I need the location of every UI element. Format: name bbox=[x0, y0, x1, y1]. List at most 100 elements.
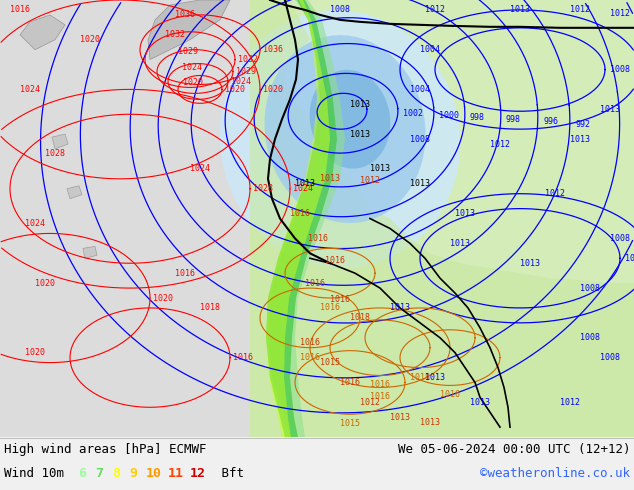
Text: 1020: 1020 bbox=[25, 348, 45, 357]
Text: 1013: 1013 bbox=[350, 129, 370, 139]
Text: 1016: 1016 bbox=[300, 338, 320, 347]
Text: 1018: 1018 bbox=[410, 372, 430, 382]
Text: 1008: 1008 bbox=[610, 65, 630, 74]
Text: 1012: 1012 bbox=[545, 189, 565, 198]
Text: 1028: 1028 bbox=[45, 149, 65, 158]
Text: 1020: 1020 bbox=[153, 294, 173, 302]
Text: 9: 9 bbox=[129, 466, 137, 480]
Text: 1020: 1020 bbox=[225, 85, 245, 94]
Text: 1029: 1029 bbox=[178, 47, 198, 56]
Text: We 05-06-2024 00:00 UTC (12+12): We 05-06-2024 00:00 UTC (12+12) bbox=[398, 443, 630, 456]
Text: 1020: 1020 bbox=[80, 35, 100, 44]
Text: 1028: 1028 bbox=[253, 184, 273, 193]
Text: 12: 12 bbox=[190, 466, 206, 480]
Text: 1024: 1024 bbox=[25, 219, 45, 228]
Text: 1008: 1008 bbox=[600, 353, 620, 362]
Text: 1004: 1004 bbox=[420, 45, 440, 54]
Text: 1008: 1008 bbox=[330, 5, 350, 14]
Polygon shape bbox=[148, 0, 230, 60]
Text: 1008: 1008 bbox=[625, 254, 634, 263]
Text: 1004: 1004 bbox=[410, 85, 430, 94]
Text: 1013: 1013 bbox=[320, 174, 340, 183]
Polygon shape bbox=[20, 15, 65, 49]
Polygon shape bbox=[266, 0, 330, 437]
Text: 1013: 1013 bbox=[295, 179, 315, 188]
Text: 1013: 1013 bbox=[350, 100, 370, 109]
Ellipse shape bbox=[309, 70, 391, 169]
Text: 1016: 1016 bbox=[308, 234, 328, 243]
Text: 1013: 1013 bbox=[520, 259, 540, 268]
Text: 1013: 1013 bbox=[390, 303, 410, 313]
Text: 7: 7 bbox=[95, 466, 103, 480]
Text: 1012: 1012 bbox=[360, 398, 380, 407]
Text: 1013: 1013 bbox=[450, 239, 470, 248]
Text: 1012: 1012 bbox=[560, 398, 580, 407]
Polygon shape bbox=[52, 134, 68, 149]
Text: 1036: 1036 bbox=[175, 10, 195, 20]
Text: 1013: 1013 bbox=[470, 398, 490, 407]
Text: 1012: 1012 bbox=[610, 9, 630, 19]
Text: 1016: 1016 bbox=[320, 303, 340, 312]
Text: 1024: 1024 bbox=[182, 63, 202, 72]
Text: 1013: 1013 bbox=[570, 135, 590, 144]
Text: ©weatheronline.co.uk: ©weatheronline.co.uk bbox=[480, 466, 630, 480]
Text: 1036: 1036 bbox=[263, 45, 283, 54]
Text: 998: 998 bbox=[506, 115, 521, 123]
Text: 1013: 1013 bbox=[510, 5, 530, 14]
Text: 1012: 1012 bbox=[490, 140, 510, 148]
Text: 1013: 1013 bbox=[425, 373, 445, 382]
Text: 1016: 1016 bbox=[305, 279, 325, 288]
Text: 1013: 1013 bbox=[370, 164, 390, 173]
Text: 1012: 1012 bbox=[360, 176, 380, 185]
Polygon shape bbox=[268, 0, 345, 437]
Text: 1000: 1000 bbox=[439, 111, 459, 120]
Polygon shape bbox=[250, 0, 634, 437]
Text: 1024: 1024 bbox=[293, 184, 313, 193]
Text: Bft: Bft bbox=[214, 466, 244, 480]
Polygon shape bbox=[0, 0, 250, 437]
Text: 1016: 1016 bbox=[370, 392, 390, 401]
Text: 1015: 1015 bbox=[320, 358, 340, 367]
Text: 1008: 1008 bbox=[410, 135, 430, 144]
Text: Wind 10m: Wind 10m bbox=[4, 466, 64, 480]
Text: 1008: 1008 bbox=[580, 333, 600, 342]
Text: 1016: 1016 bbox=[330, 295, 350, 304]
Text: 1018: 1018 bbox=[200, 303, 220, 313]
Text: 1016: 1016 bbox=[325, 256, 345, 265]
Polygon shape bbox=[83, 246, 97, 258]
Text: 1032: 1032 bbox=[165, 30, 185, 39]
Text: 6: 6 bbox=[78, 466, 86, 480]
Text: 1013: 1013 bbox=[410, 179, 430, 188]
Text: 1016: 1016 bbox=[340, 378, 360, 387]
Text: 11: 11 bbox=[168, 466, 184, 480]
Text: 1013: 1013 bbox=[420, 417, 440, 427]
Text: 1020: 1020 bbox=[183, 78, 203, 87]
Text: High wind areas [hPa] ECMWF: High wind areas [hPa] ECMWF bbox=[4, 443, 207, 456]
Text: 1013: 1013 bbox=[390, 413, 410, 422]
Text: 1024: 1024 bbox=[231, 77, 251, 86]
Polygon shape bbox=[266, 0, 337, 437]
Ellipse shape bbox=[220, 10, 460, 268]
Text: 1029: 1029 bbox=[236, 67, 256, 76]
Ellipse shape bbox=[264, 35, 425, 223]
Text: 1008: 1008 bbox=[610, 234, 630, 243]
Text: 996: 996 bbox=[543, 117, 558, 126]
Text: 992: 992 bbox=[575, 120, 590, 129]
Text: 1012: 1012 bbox=[425, 5, 445, 14]
Text: 1024: 1024 bbox=[190, 164, 210, 173]
Text: 1032: 1032 bbox=[238, 55, 258, 64]
Text: 1016: 1016 bbox=[300, 353, 320, 362]
Text: 1018: 1018 bbox=[350, 314, 370, 322]
Text: 1016: 1016 bbox=[440, 391, 460, 399]
Text: 1016: 1016 bbox=[290, 209, 310, 218]
Text: 1024: 1024 bbox=[20, 85, 40, 94]
Text: 1012: 1012 bbox=[570, 5, 590, 14]
Text: 1020: 1020 bbox=[35, 279, 55, 288]
Text: 1013: 1013 bbox=[455, 209, 475, 218]
Polygon shape bbox=[250, 0, 634, 437]
Text: 998: 998 bbox=[470, 113, 485, 122]
Text: 1008: 1008 bbox=[580, 284, 600, 293]
Text: 8: 8 bbox=[112, 466, 120, 480]
Text: 1002: 1002 bbox=[403, 109, 423, 118]
Polygon shape bbox=[67, 186, 82, 198]
